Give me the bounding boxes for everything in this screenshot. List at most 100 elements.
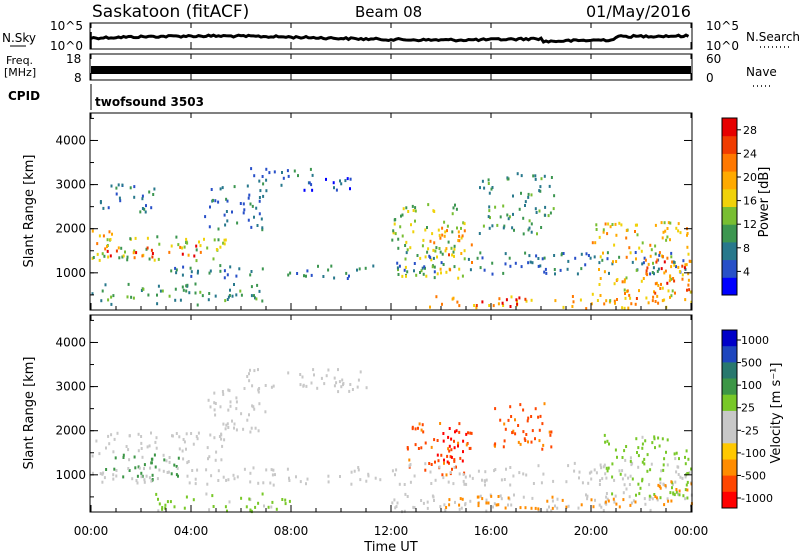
heatmap-cell <box>629 503 632 507</box>
heatmap-cell <box>101 472 104 476</box>
heatmap-cell <box>641 460 644 464</box>
heatmap-cell <box>528 226 531 230</box>
heatmap-cell <box>265 167 268 171</box>
heatmap-cell <box>612 497 615 501</box>
heatmap-cell <box>513 228 515 232</box>
heatmap-cell <box>445 247 448 251</box>
heatmap-cell <box>309 167 312 171</box>
heatmap-cell <box>524 506 527 510</box>
heatmap-cell <box>510 415 513 418</box>
heatmap-cell <box>268 171 271 175</box>
heatmap-cell <box>580 252 583 256</box>
heatmap-cell <box>538 428 541 432</box>
heatmap-cell <box>537 507 540 511</box>
colorbar-tick-label: 1000 <box>741 334 769 347</box>
heatmap-cell <box>685 483 688 487</box>
heatmap-cell <box>477 495 480 499</box>
heatmap-cell <box>133 256 136 260</box>
heatmap-cell <box>531 496 534 500</box>
heatmap-cell <box>627 306 630 310</box>
heatmap-cell <box>448 253 450 257</box>
heatmap-cell <box>177 474 179 478</box>
heatmap-cell <box>130 295 133 299</box>
heatmap-cell <box>411 427 414 431</box>
heatmap-cell <box>528 219 531 223</box>
heatmap-cell <box>670 480 673 484</box>
heatmap-cell <box>602 251 604 255</box>
heatmap-cell <box>491 272 494 276</box>
heatmap-cell <box>249 368 251 372</box>
heatmap-cell <box>185 289 188 293</box>
heatmap-cell <box>641 435 644 439</box>
heatmap-cell <box>251 384 254 388</box>
heatmap-cell <box>681 277 684 281</box>
heatmap-cell <box>252 405 255 409</box>
heatmap-cell <box>513 493 515 497</box>
heatmap-cell <box>681 476 684 480</box>
heatmap-cell <box>488 304 491 307</box>
heatmap-cell <box>118 196 121 200</box>
heatmap-cell <box>391 238 394 242</box>
heatmap-cell <box>106 245 108 248</box>
heatmap-cell <box>124 250 126 254</box>
heatmap-cell <box>168 250 171 254</box>
power-colorbar-label: Power [dB] <box>757 167 772 238</box>
heatmap-cell <box>96 252 99 256</box>
heatmap-cell <box>625 445 628 448</box>
heatmap-cell <box>207 398 210 402</box>
heatmap-cell <box>212 505 215 508</box>
heatmap-cell <box>231 419 233 423</box>
heatmap-cell <box>469 499 472 503</box>
heatmap-cell <box>231 294 234 298</box>
heatmap-cell <box>578 476 580 480</box>
colorbar-segment <box>722 277 737 296</box>
heatmap-cell <box>454 500 456 504</box>
heatmap-cell <box>674 480 677 484</box>
heatmap-cell <box>249 202 252 206</box>
heatmap-cell <box>450 246 453 250</box>
heatmap-cell <box>140 475 143 479</box>
heatmap-cell <box>543 174 546 178</box>
heatmap-cell <box>435 246 438 250</box>
heatmap-cell <box>443 458 445 462</box>
heatmap-cell <box>544 213 547 217</box>
heatmap-cell <box>311 188 314 192</box>
heatmap-cell <box>445 270 448 274</box>
heatmap-cell <box>469 446 472 450</box>
heatmap-cell <box>340 385 343 389</box>
heatmap-cell <box>238 267 241 271</box>
heatmap-cell <box>178 447 181 451</box>
heatmap-cell <box>436 453 439 457</box>
heatmap-cell <box>91 454 94 458</box>
heatmap-cell <box>129 186 132 190</box>
heatmap-cell <box>392 229 395 233</box>
heatmap-cell <box>155 436 158 440</box>
heatmap-cell <box>681 273 684 277</box>
colorbar-tick-label: -1000 <box>741 492 773 505</box>
heatmap-cell <box>690 300 693 304</box>
heatmap-cell <box>452 482 455 486</box>
heatmap-cell <box>431 494 434 498</box>
heatmap-cell <box>408 458 411 462</box>
heatmap-cell <box>532 482 535 485</box>
heatmap-cell <box>185 284 188 288</box>
heatmap-cell <box>458 234 461 238</box>
heatmap-cell <box>421 244 424 248</box>
heatmap-cell <box>426 226 428 229</box>
heatmap-cell <box>414 206 417 210</box>
heatmap-cell <box>243 208 246 212</box>
heatmap-cell <box>338 380 341 384</box>
heatmap-cell <box>253 294 255 298</box>
heatmap-cell <box>684 497 687 501</box>
heatmap-cell <box>148 444 151 448</box>
heatmap-cell <box>522 495 525 499</box>
heatmap-cell <box>409 480 412 484</box>
heatmap-cell <box>618 221 621 225</box>
heatmap-cell <box>132 251 135 255</box>
heatmap-cell <box>518 296 521 300</box>
heatmap-cell <box>146 445 149 449</box>
heatmap-cell <box>492 505 494 509</box>
heatmap-cell <box>449 268 452 272</box>
heatmap-cell <box>503 478 506 481</box>
heatmap-cell <box>541 257 544 261</box>
